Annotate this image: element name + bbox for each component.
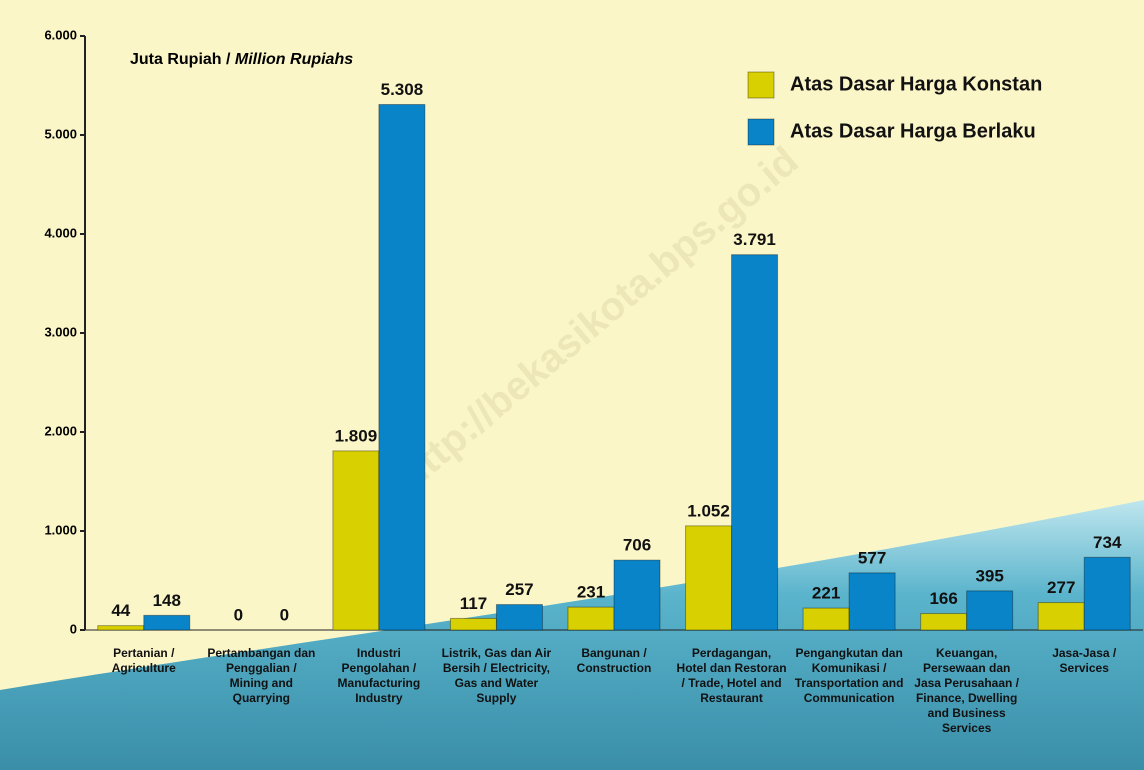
legend-swatch	[747, 118, 775, 146]
x-tick-label: Jasa-Jasa / Services	[1052, 646, 1117, 675]
value-label: 706	[623, 536, 651, 555]
value-label: 277	[1047, 578, 1075, 597]
value-label: 166	[929, 589, 957, 608]
bar	[332, 450, 380, 631]
y-tick-label: 4.000	[44, 225, 77, 240]
value-label: 117	[460, 594, 487, 613]
background-wave	[0, 500, 1144, 770]
bar	[966, 590, 1014, 631]
legend-label: Atas Dasar Harga Berlaku	[790, 120, 1036, 142]
value-label: 1.052	[687, 501, 730, 520]
x-tick-label: Pertambangan dan Penggalian / Mining and…	[207, 646, 316, 705]
y-axis-label: Juta Rupiah / Million Rupiahs	[130, 51, 353, 68]
value-label: 231	[577, 583, 605, 602]
bar	[1083, 556, 1131, 631]
value-label: 0	[234, 605, 243, 624]
y-tick-label: 5.000	[44, 126, 77, 141]
bar	[97, 625, 145, 631]
x-tick-label: Bangunan / Construction	[576, 646, 652, 675]
value-label: 577	[858, 548, 886, 567]
value-label: 148	[153, 591, 181, 610]
x-tick-label: Keuangan, Persewaan dan Jasa Perusahaan …	[914, 646, 1020, 735]
x-tick-label: Industri Pengolahan / Manufacturing Indu…	[337, 646, 421, 705]
value-label: 3.791	[733, 230, 776, 249]
bar	[731, 254, 779, 631]
bar	[495, 604, 543, 631]
bar	[848, 572, 896, 631]
value-label: 0	[280, 605, 289, 624]
bar	[1037, 602, 1085, 631]
value-label: 395	[975, 566, 1003, 585]
x-tick-label: Perdagangan, Hotel dan Restoran / Trade,…	[676, 646, 787, 705]
bar	[378, 104, 426, 631]
legend-label: Atas Dasar Harga Konstan	[790, 73, 1042, 95]
y-tick-label: 1.000	[44, 522, 77, 537]
x-tick-label: Listrik, Gas dan Air Bersih / Electricit…	[441, 646, 552, 705]
value-label: 734	[1093, 533, 1122, 552]
x-tick-label: Pertanian / Agriculture	[111, 646, 176, 675]
value-label: 5.308	[381, 80, 424, 99]
bar	[143, 614, 191, 631]
bar	[613, 559, 661, 631]
y-tick-label: 6.000	[44, 27, 77, 42]
y-label: Juta Rupiah /	[130, 51, 231, 68]
bar	[685, 525, 733, 631]
bar	[920, 613, 968, 631]
bar	[802, 607, 850, 631]
legend-swatch	[747, 71, 775, 99]
value-label: 221	[812, 584, 840, 603]
y-tick-label: 2.000	[44, 423, 77, 438]
value-label: 257	[505, 580, 533, 599]
value-label: 1.809	[335, 426, 378, 445]
x-tick-label: Pengangkutan dan Komunikasi / Transporta…	[794, 646, 904, 705]
y-label-en: Million Rupiahs	[235, 51, 353, 68]
bar	[449, 617, 497, 631]
y-tick-label: 3.000	[44, 324, 77, 339]
bar	[567, 606, 615, 631]
y-tick-label: 0	[70, 621, 77, 636]
value-label: 44	[111, 601, 130, 620]
